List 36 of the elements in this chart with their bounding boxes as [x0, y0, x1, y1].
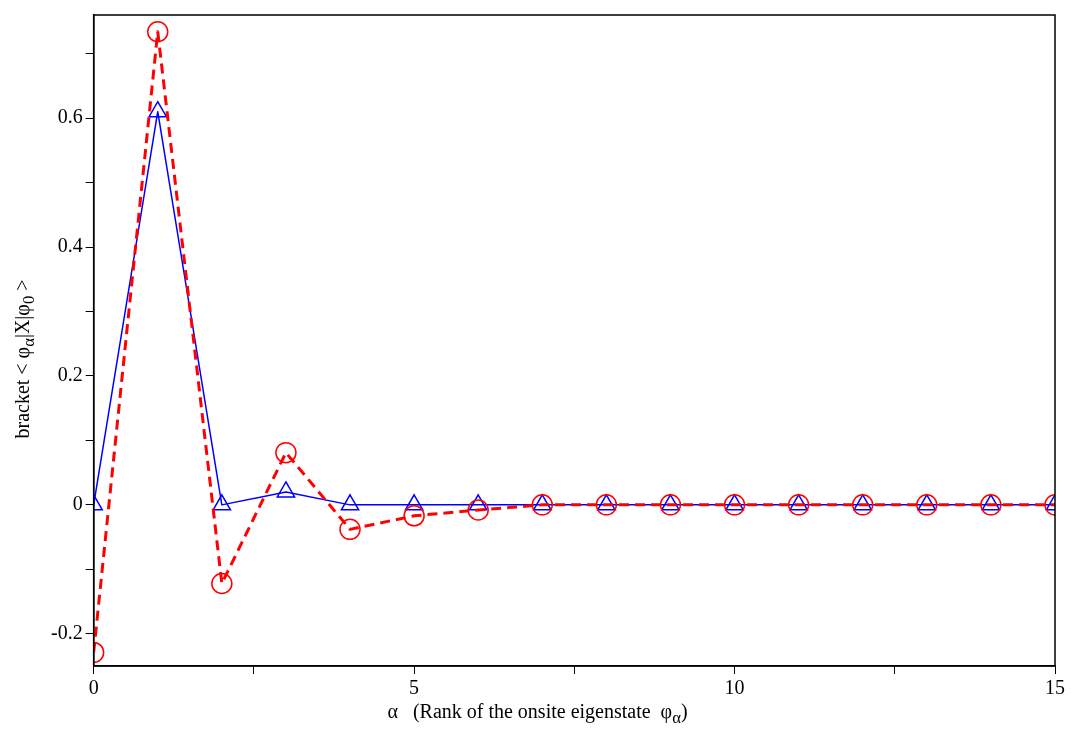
point — [917, 494, 937, 511]
x-tick-label: 10 — [724, 676, 745, 699]
point — [467, 499, 489, 521]
point — [211, 572, 233, 595]
point — [789, 494, 809, 511]
point — [981, 494, 1001, 511]
y-tick-label: 0.2 — [57, 363, 83, 386]
point — [916, 494, 938, 516]
point — [659, 494, 682, 516]
point — [851, 494, 874, 516]
point — [853, 494, 873, 511]
point — [404, 494, 424, 511]
point — [661, 494, 680, 511]
point — [275, 441, 297, 464]
x-axis-title: α (Rank of the onsite eigenstate φ$_{α}$) — [386, 700, 689, 728]
point — [212, 494, 232, 511]
point — [339, 518, 361, 541]
point — [532, 494, 552, 511]
point — [787, 494, 810, 516]
x-tick-label: 0 — [88, 676, 99, 699]
point — [725, 494, 744, 511]
point — [596, 494, 616, 511]
x-tick-label: 15 — [1045, 676, 1065, 699]
point — [980, 494, 1002, 516]
point — [723, 494, 746, 516]
y-tick-label: -0.2 — [50, 621, 83, 644]
point — [403, 505, 425, 527]
point — [595, 494, 618, 516]
y-tick-label: 0.4 — [57, 234, 83, 257]
point — [531, 494, 554, 516]
point — [340, 494, 360, 511]
y-tick-label: 0.6 — [57, 105, 83, 128]
y-tick-label: 0 — [72, 492, 83, 515]
point — [276, 481, 296, 498]
x-tick-label: 5 — [409, 676, 420, 699]
point — [148, 100, 168, 118]
